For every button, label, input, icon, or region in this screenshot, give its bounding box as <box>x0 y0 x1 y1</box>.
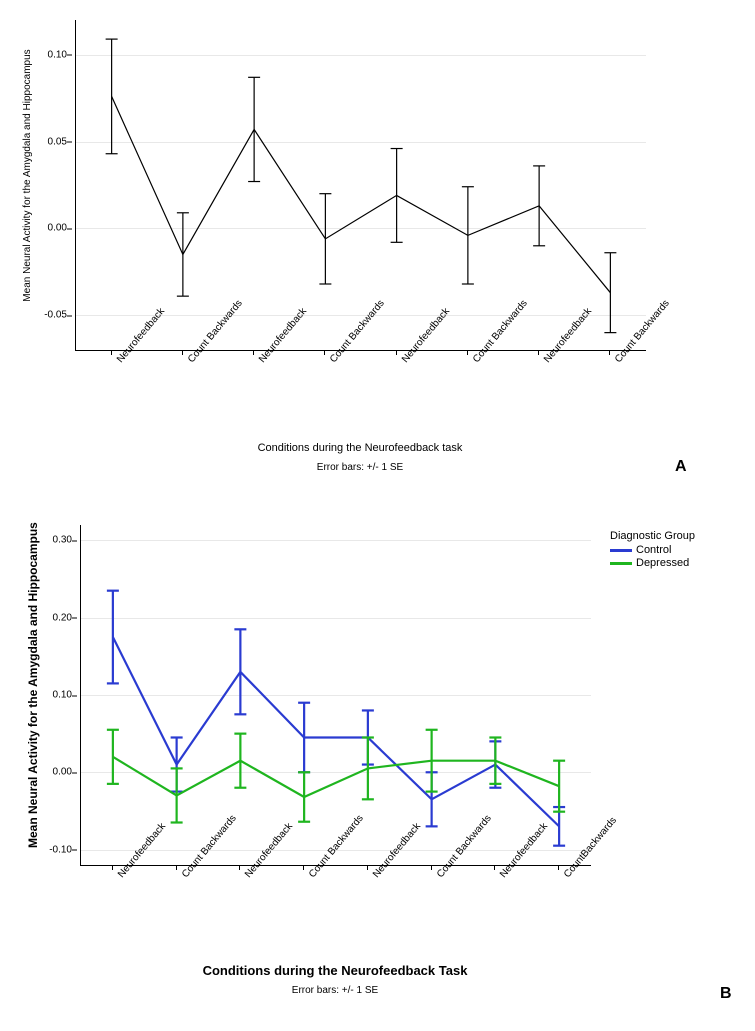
ytick-label: -0.05 <box>25 310 67 321</box>
xtick-mark <box>431 865 432 870</box>
panel-b-plot-area <box>80 525 591 866</box>
legend-item: Depressed <box>610 557 695 569</box>
ytick-label: -0.10 <box>30 844 72 855</box>
series-line <box>112 96 611 292</box>
legend-swatch <box>610 549 632 552</box>
legend-label: Control <box>636 544 671 556</box>
panel-b: Mean Neural Activity for the Amygdala an… <box>0 500 755 1031</box>
xtick-mark <box>609 350 610 355</box>
panel-b-ylabel: Mean Neural Activity for the Amygdala an… <box>26 525 40 848</box>
ytick-label: 0.00 <box>25 223 67 234</box>
legend-swatch <box>610 562 632 565</box>
panel-a-letter: A <box>675 458 687 476</box>
ytick-label: 0.10 <box>25 49 67 60</box>
panel-b-letter: B <box>720 985 732 1003</box>
xtick-mark <box>538 350 539 355</box>
ytick-label: 0.20 <box>30 612 72 623</box>
xtick-mark <box>467 350 468 355</box>
panel-b-legend: Diagnostic Group ControlDepressed <box>610 530 695 570</box>
panel-svg <box>81 525 591 865</box>
xtick-mark <box>558 865 559 870</box>
xtick-mark <box>396 350 397 355</box>
panel-a-subcaption: Error bars: +/- 1 SE <box>75 462 645 473</box>
xtick-mark <box>324 350 325 355</box>
xtick-mark <box>367 865 368 870</box>
figure: Mean Neural Activity for the Amygdala an… <box>0 0 755 1031</box>
legend-label: Depressed <box>636 557 689 569</box>
xtick-mark <box>176 865 177 870</box>
ytick-label: 0.00 <box>30 767 72 778</box>
series-line <box>113 637 559 826</box>
legend-title: Diagnostic Group <box>610 530 695 542</box>
xtick-mark <box>253 350 254 355</box>
xtick-mark <box>112 865 113 870</box>
panel-b-xlabel: Conditions during the Neurofeedback Task <box>80 963 590 978</box>
ytick-label: 0.10 <box>30 690 72 701</box>
xtick-mark <box>111 350 112 355</box>
panel-a-xlabel: Conditions during the Neurofeedback task <box>75 442 645 454</box>
ytick-label: 0.30 <box>30 535 72 546</box>
panel-a-ylabel: Mean Neural Activity for the Amygdala an… <box>22 27 33 324</box>
panel-svg <box>76 20 646 350</box>
panel-a-plot-area <box>75 20 646 351</box>
panel-b-subcaption: Error bars: +/- 1 SE <box>80 985 590 996</box>
xtick-mark <box>182 350 183 355</box>
xtick-mark <box>303 865 304 870</box>
ytick-label: 0.05 <box>25 136 67 147</box>
xtick-mark <box>239 865 240 870</box>
legend-item: Control <box>610 544 695 556</box>
xtick-mark <box>494 865 495 870</box>
